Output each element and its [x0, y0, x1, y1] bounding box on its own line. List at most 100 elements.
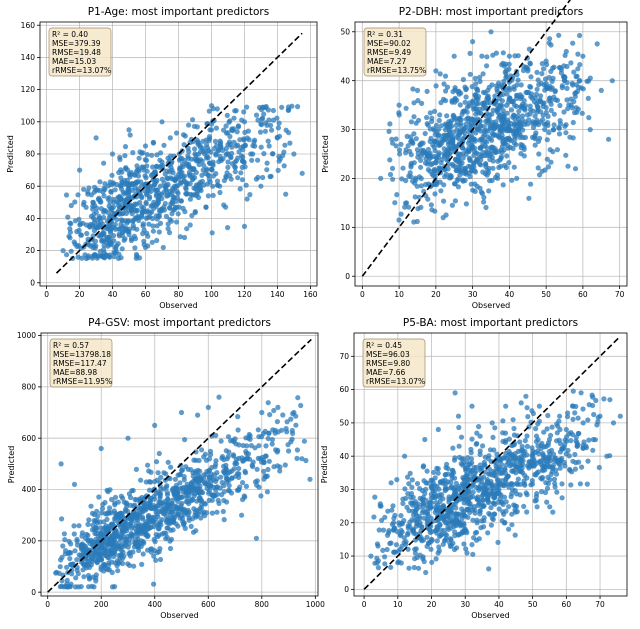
p2-dbh-point	[544, 137, 550, 143]
p1-age-point	[175, 211, 181, 217]
p1-age-point	[255, 157, 261, 163]
p5-ba-point	[554, 430, 560, 436]
p5-ba-point	[568, 482, 574, 488]
p5-ba-point	[518, 400, 524, 406]
p5-ba-point	[521, 503, 527, 509]
p5-ba-point	[508, 456, 515, 462]
p4-gsv-point	[68, 562, 74, 568]
p2-dbh-point	[453, 122, 459, 128]
p2-dbh-point	[504, 153, 510, 159]
p1-age-point	[201, 162, 207, 168]
p1-age-point	[111, 199, 117, 205]
p5-ba-point	[481, 497, 487, 503]
p4-gsv-point	[232, 436, 238, 442]
p2-dbh-point	[499, 121, 506, 127]
p5-ba-point	[472, 470, 478, 476]
p1-age-point	[72, 199, 78, 205]
p4-gsv-x-tick-label-1: 200	[94, 600, 109, 609]
p1-age-point	[96, 216, 102, 222]
p2-dbh-point-16	[525, 68, 531, 74]
p5-ba-point-22	[557, 413, 563, 419]
p1-age-point	[96, 195, 102, 201]
p4-gsv-point	[243, 483, 249, 489]
p5-ba-point	[408, 500, 414, 506]
p5-ba-point	[428, 477, 434, 483]
p1-age-point	[105, 210, 111, 216]
p1-age-point	[223, 152, 229, 158]
p2-dbh-point	[478, 157, 484, 163]
p2-dbh-point	[493, 174, 499, 180]
p4-gsv-point-4	[112, 551, 118, 557]
p5-ba-point	[568, 438, 574, 444]
p4-gsv-point	[201, 500, 207, 506]
p1-age-point	[178, 170, 184, 176]
p4-gsv-point	[76, 523, 82, 529]
p4-gsv-point	[188, 523, 194, 530]
p5-ba-point	[492, 425, 498, 431]
p1-age-point	[91, 252, 97, 258]
p2-dbh-x-tick-label-6: 60	[578, 290, 588, 299]
p5-ba-point-16	[503, 403, 509, 409]
p2-dbh-point	[502, 69, 508, 75]
p5-ba-point	[570, 416, 576, 422]
p1-age-point-21	[233, 143, 239, 149]
p1-age-point	[276, 158, 282, 164]
p5-ba-point	[503, 462, 510, 468]
p1-age-point	[123, 165, 129, 171]
p4-gsv-point	[109, 559, 115, 565]
p1-age-point	[210, 192, 216, 198]
p2-dbh-point	[484, 63, 490, 69]
p1-age-point	[190, 176, 196, 183]
p4-gsv-point	[271, 464, 277, 470]
p1-age-point	[223, 123, 229, 129]
p1-age-point	[134, 201, 140, 207]
p1-age-point	[264, 160, 270, 166]
p2-dbh-point	[518, 151, 524, 157]
p5-ba-point	[389, 521, 395, 528]
p5-ba-point	[465, 476, 471, 482]
p4-gsv-point	[86, 517, 92, 523]
p1-age-point-33	[208, 103, 215, 109]
p1-age-stat-1: MSE=379.39	[52, 39, 101, 48]
p2-dbh-point	[418, 153, 424, 159]
p1-age-point	[121, 237, 127, 243]
p5-ba-point	[474, 517, 480, 523]
p4-gsv-point	[239, 512, 245, 518]
p2-dbh-point	[570, 40, 576, 46]
p2-dbh-y-tick-label-0: 0	[345, 272, 350, 281]
p1-age-point	[127, 132, 133, 138]
p5-ba-point	[543, 443, 549, 450]
p2-dbh-point	[418, 157, 424, 163]
p1-age-point	[92, 184, 98, 190]
p4-gsv-point	[172, 476, 178, 482]
p5-ba-point	[533, 433, 540, 439]
p5-ba-point	[572, 451, 578, 458]
p1-age-point-20	[225, 159, 231, 165]
p4-gsv-point	[157, 546, 163, 552]
p5-ba-point	[522, 438, 528, 444]
p5-ba-point	[450, 540, 456, 546]
p4-gsv-point	[88, 503, 94, 509]
p1-age-point	[165, 193, 171, 199]
p1-age-point	[279, 104, 285, 110]
p5-ba-point	[402, 486, 408, 492]
p1-age-point	[262, 128, 268, 134]
p5-ba-point	[535, 448, 541, 454]
p1-age-point	[88, 243, 94, 249]
p1-age-point	[161, 142, 167, 148]
p2-dbh-point	[464, 104, 470, 110]
p1-age-point	[225, 164, 231, 170]
p2-dbh-point	[441, 137, 447, 143]
p1-age-point	[146, 188, 152, 194]
p5-ba-point	[419, 497, 425, 503]
p5-ba-point	[449, 475, 455, 481]
p1-age-point	[204, 181, 211, 187]
p5-ba-point	[405, 491, 411, 497]
p5-ba-point	[372, 494, 378, 500]
p1-age-point	[181, 142, 187, 148]
p5-ba-point	[397, 546, 403, 552]
p2-dbh-point	[496, 83, 502, 89]
p5-ba-point	[573, 434, 579, 440]
p5-ba-point	[522, 482, 528, 488]
